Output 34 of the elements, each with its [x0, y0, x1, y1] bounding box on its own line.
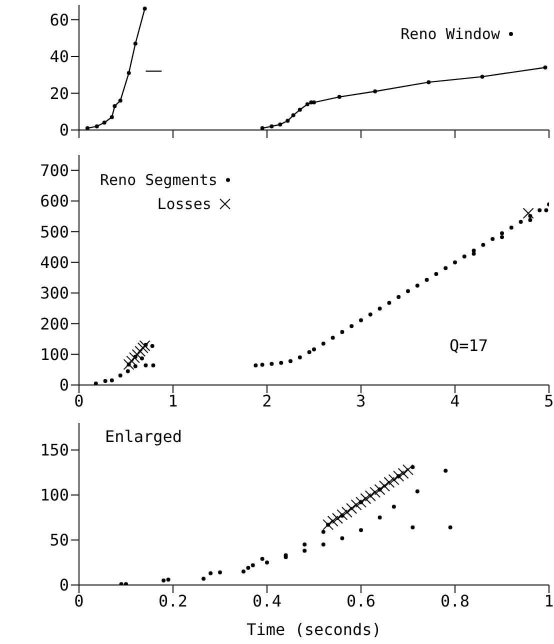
legend-label: Reno Segments — [100, 171, 218, 189]
x-tick-label: 0 — [74, 391, 84, 410]
x-tick-label: 1 — [168, 391, 178, 410]
y-tick-label: 0 — [59, 576, 69, 595]
legend-label: Reno Window — [400, 25, 500, 43]
y-tick-label: 40 — [50, 47, 69, 66]
y-tick-label: 500 — [40, 222, 69, 242]
x-tick-label: 0.8 — [440, 591, 470, 610]
x-axis-title: Time (seconds) — [246, 620, 382, 639]
x-tick-label: 0.6 — [346, 591, 376, 610]
y-tick-label: 150 — [40, 440, 69, 460]
y-tick-label: 100 — [40, 486, 69, 505]
x-tick-label: 3 — [356, 391, 366, 410]
x-tick-label: 1 — [544, 591, 554, 610]
y-tick-label: 0 — [59, 120, 69, 140]
y-tick-label: 400 — [40, 253, 69, 272]
y-tick-label: 200 — [40, 314, 69, 334]
annotation: Q=17 — [449, 336, 488, 355]
y-tick-label: 20 — [50, 84, 69, 103]
x-tick-label: 4 — [450, 391, 460, 410]
y-tick-label: 60 — [50, 10, 69, 30]
y-tick-label: 700 — [40, 161, 69, 180]
legend-label: Losses — [157, 195, 212, 213]
y-tick-label: 100 — [40, 345, 69, 364]
y-tick-label: 300 — [40, 284, 69, 303]
x-tick-label: 0.4 — [252, 591, 282, 610]
y-tick-label: 0 — [59, 376, 69, 395]
x-tick-label: 0 — [74, 591, 84, 610]
annotation: Enlarged — [105, 427, 182, 446]
y-tick-label: 600 — [40, 192, 69, 211]
y-tick-label: 50 — [50, 530, 69, 550]
x-tick-label: 0.2 — [158, 591, 188, 610]
x-tick-label: 2 — [262, 391, 272, 410]
x-tick-label: 5 — [544, 391, 554, 410]
